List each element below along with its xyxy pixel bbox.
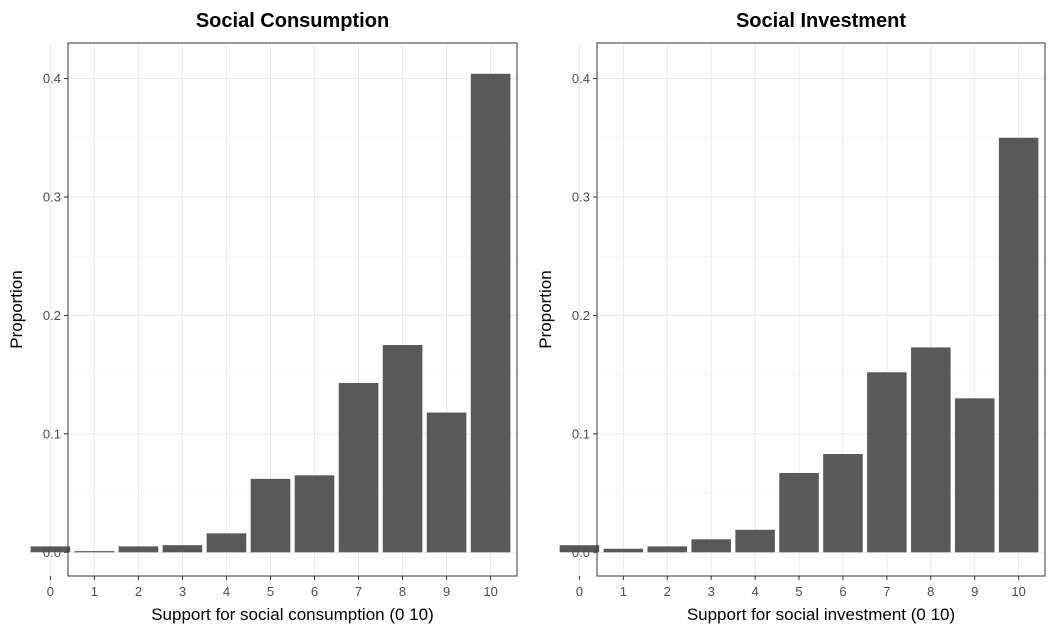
consumption-bar-2 — [118, 546, 159, 553]
consumption-bar-7 — [338, 382, 379, 553]
investment-y-axis-title: Proportion — [536, 270, 555, 348]
investment-x-tick-label: 8 — [927, 584, 934, 599]
consumption-bar-9 — [426, 412, 467, 553]
consumption-bar-4 — [206, 533, 247, 553]
consumption-y-tick-label: 0.2 — [43, 308, 61, 323]
consumption-bar-3 — [162, 545, 203, 553]
investment-bar-5 — [779, 472, 819, 553]
consumption-y-tick-label: 0.3 — [43, 189, 61, 204]
consumption-bar-8 — [382, 345, 423, 553]
investment-x-tick-label: 4 — [752, 584, 759, 599]
investment-bar-7 — [867, 372, 907, 553]
investment-x-tick-label: 2 — [664, 584, 671, 599]
consumption-y-tick-label: 0.0 — [43, 545, 61, 560]
investment-bar-4 — [735, 529, 775, 553]
consumption-x-tick-label: 8 — [399, 584, 406, 599]
investment-bar-9 — [954, 398, 995, 553]
consumption-bar-10 — [470, 73, 511, 553]
consumption-chart-title: Social Consumption — [196, 10, 389, 32]
investment-x-tick-label: 9 — [971, 584, 978, 599]
consumption-x-tick-label: 6 — [311, 584, 318, 599]
investment-x-tick-label: 1 — [620, 584, 627, 599]
consumption-x-tick-label: 9 — [443, 584, 450, 599]
consumption-x-tick-label: 5 — [267, 584, 274, 599]
consumption-x-tick-label: 2 — [135, 584, 142, 599]
investment-x-axis-title: Support for social investment (0 10) — [687, 605, 955, 624]
consumption-chart-panel: 0.0 0.1 0.2 0.3 0.4 0 1 2 3 4 5 6 7 8 9 10 Social Consum… — [7, 10, 518, 624]
investment-bar-1 — [603, 548, 644, 553]
investment-x-tick-label: 5 — [795, 584, 802, 599]
investment-chart-panel: 0.0 0.1 0.2 0.3 0.4 0 1 2 3 4 5 6 7 8 9 10 Social Invest… — [536, 10, 1046, 624]
consumption-y-axis-title: Proportion — [7, 270, 26, 348]
consumption-y-tick-label: 0.1 — [43, 426, 61, 441]
investment-x-tick-label: 3 — [708, 584, 715, 599]
consumption-x-axis-title: Support for social consumption (0 10) — [151, 605, 434, 624]
investment-bar-10 — [998, 137, 1039, 553]
consumption-bar-1 — [74, 551, 115, 553]
investment-chart-title: Social Investment — [736, 10, 906, 32]
investment-panel-border — [596, 42, 1046, 577]
consumption-panel-border — [67, 42, 518, 577]
investment-y-tick-label: 0.2 — [572, 308, 590, 323]
investment-x-tick-label: 7 — [883, 584, 890, 599]
investment-y-tick-label: 0.4 — [572, 71, 590, 86]
consumption-bar-6 — [294, 475, 335, 553]
consumption-x-tick-label: 0 — [47, 584, 54, 599]
investment-bar-2 — [647, 546, 688, 553]
consumption-x-tick-label: 7 — [355, 584, 362, 599]
investment-x-tick-label: 6 — [839, 584, 846, 599]
investment-bar-0 — [559, 545, 600, 553]
investment-x-tick-label: 10 — [1011, 584, 1025, 599]
consumption-x-tick-label: 10 — [483, 584, 497, 599]
investment-bar-3 — [691, 539, 731, 553]
consumption-bar-5 — [250, 478, 291, 553]
consumption-x-tick-label: 4 — [223, 584, 230, 599]
investment-x-tick-label: 0 — [576, 584, 583, 599]
investment-bar-6 — [823, 454, 863, 553]
consumption-x-tick-label: 3 — [179, 584, 186, 599]
consumption-y-tick-label: 0.4 — [43, 71, 61, 86]
consumption-bar-0 — [30, 546, 71, 553]
investment-y-tick-label: 0.1 — [572, 426, 590, 441]
investment-y-tick-label: 0.3 — [572, 189, 590, 204]
consumption-x-tick-label: 1 — [91, 584, 98, 599]
investment-bar-8 — [911, 347, 951, 553]
investment-y-tick-label: 0.0 — [572, 545, 590, 560]
